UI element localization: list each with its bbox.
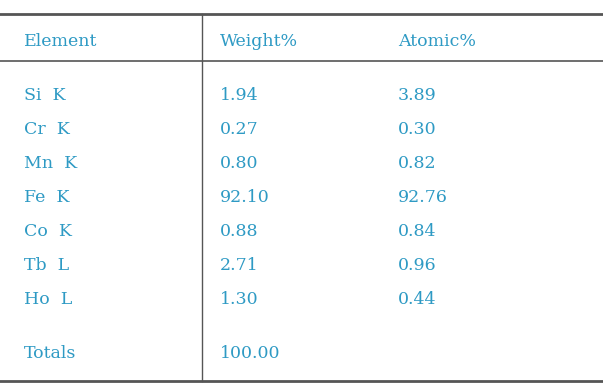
Text: 100.00: 100.00 (220, 345, 280, 362)
Text: Ho  L: Ho L (24, 291, 72, 308)
Text: Totals: Totals (24, 345, 77, 362)
Text: Tb  L: Tb L (24, 257, 69, 274)
Text: 1.94: 1.94 (220, 87, 259, 104)
Text: Fe  K: Fe K (24, 189, 69, 206)
Text: 1.30: 1.30 (220, 291, 259, 308)
Text: 0.27: 0.27 (220, 121, 259, 138)
Text: 0.80: 0.80 (220, 155, 259, 172)
Text: 0.44: 0.44 (398, 291, 437, 308)
Text: Si  K: Si K (24, 87, 66, 104)
Text: 3.89: 3.89 (398, 87, 437, 104)
Text: 92.10: 92.10 (220, 189, 270, 206)
Text: 0.84: 0.84 (398, 223, 437, 240)
Text: Atomic%: Atomic% (398, 32, 476, 50)
Text: Mn  K: Mn K (24, 155, 77, 172)
Text: 0.88: 0.88 (220, 223, 259, 240)
Text: Cr  K: Cr K (24, 121, 70, 138)
Text: Co  K: Co K (24, 223, 72, 240)
Text: 92.76: 92.76 (398, 189, 448, 206)
Text: Weight%: Weight% (220, 32, 298, 50)
Text: 0.82: 0.82 (398, 155, 437, 172)
Text: 0.30: 0.30 (398, 121, 437, 138)
Text: 2.71: 2.71 (220, 257, 259, 274)
Text: Element: Element (24, 32, 98, 50)
Text: 0.96: 0.96 (398, 257, 437, 274)
